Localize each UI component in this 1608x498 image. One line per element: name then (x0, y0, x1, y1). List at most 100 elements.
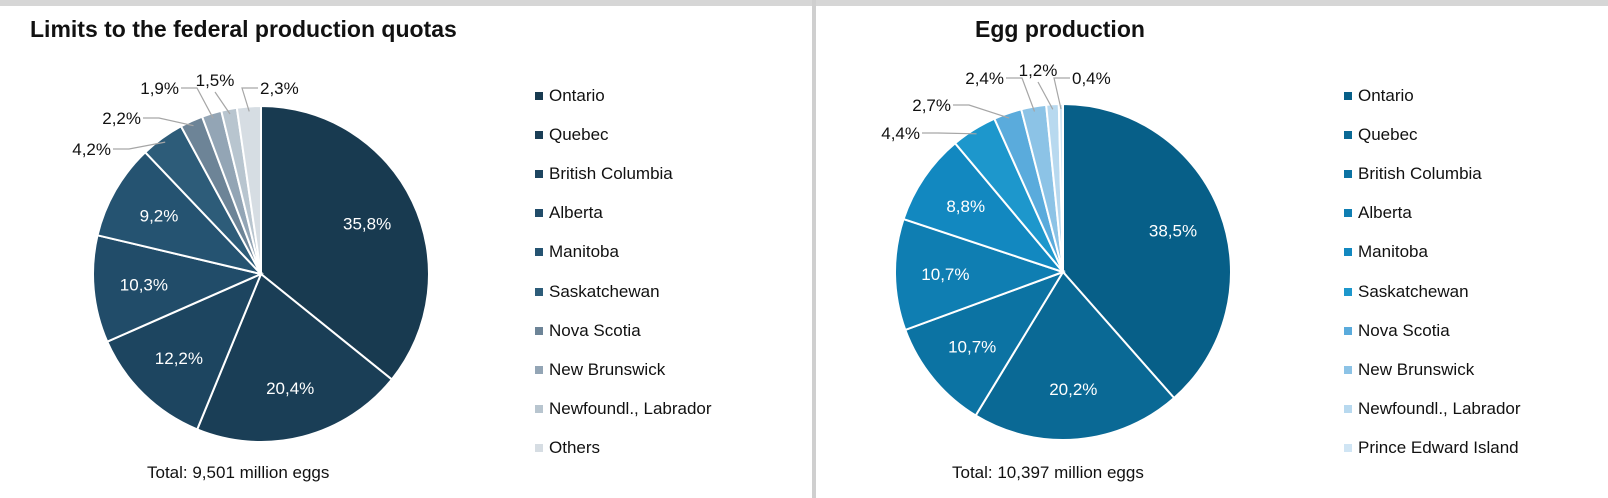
leader-line (1037, 81, 1054, 110)
legend-item: Prince Edward Island (1344, 429, 1521, 468)
legend-item: Manitoba (535, 233, 712, 272)
leader-line (181, 87, 214, 119)
legend-label: Ontario (549, 85, 605, 105)
legend-swatch (1344, 169, 1352, 178)
legend-swatch (1344, 209, 1352, 218)
legend-label: British Columbia (549, 163, 673, 183)
chart-title: Limits to the federal production quotas (30, 16, 457, 42)
legend-label: Quebec (1358, 124, 1418, 144)
data-label: 4,2% (72, 140, 111, 159)
legend-label: Saskatchewan (549, 281, 660, 301)
leader-line (1006, 77, 1036, 112)
legend-swatch (1344, 91, 1352, 100)
data-label: 1,5% (196, 71, 235, 90)
legend-item: Ontario (1344, 76, 1521, 115)
data-label: 2,4% (965, 69, 1004, 88)
legend-item: Alberta (535, 194, 712, 233)
legend-label: Nova Scotia (549, 320, 641, 340)
pie-slice (195, 272, 394, 443)
legend-label: Manitoba (549, 242, 619, 262)
legend-swatch (535, 405, 543, 414)
panel-divider (812, 0, 816, 498)
data-label: 38,5% (1149, 221, 1197, 240)
legend-label: New Brunswick (1358, 359, 1475, 379)
legend-item: British Columbia (1344, 154, 1521, 193)
data-label: 2,7% (912, 96, 951, 115)
data-label: 20,2% (1049, 380, 1097, 399)
pie-slice (235, 104, 262, 275)
data-label: 9,2% (140, 206, 179, 225)
legend-swatch (535, 365, 543, 374)
legend-item: New Brunswick (1344, 350, 1521, 389)
data-label: 10,3% (120, 276, 168, 295)
legend-item: Alberta (1344, 194, 1521, 233)
legend-label: Newfoundl., Labrador (549, 399, 712, 419)
legend-label: Alberta (1358, 203, 1412, 223)
legend-swatch (1344, 130, 1352, 139)
legend-swatch (535, 169, 543, 178)
legend-swatch (1344, 287, 1352, 296)
data-label: 2,2% (102, 109, 141, 128)
legend-item: Newfoundl., Labrador (1344, 390, 1521, 429)
legend-item: Nova Scotia (535, 311, 712, 350)
pie-slice (1062, 102, 1232, 400)
legend-item: Manitoba (1344, 233, 1521, 272)
legend-item: Ontario (535, 76, 712, 115)
legend-swatch (535, 130, 543, 139)
data-label: 8,8% (946, 197, 985, 216)
leader-line (1053, 77, 1070, 110)
chart-legend: Ontario Quebec British Columbia Alberta Mani… (1344, 76, 1521, 468)
legend-label: Manitoba (1358, 242, 1428, 262)
legend-label: New Brunswick (549, 359, 666, 379)
legend-swatch (1344, 405, 1352, 414)
legend-label: Quebec (549, 124, 609, 144)
legend-swatch (535, 91, 543, 100)
data-label: 10,7% (948, 338, 996, 357)
legend-label: Ontario (1358, 85, 1414, 105)
legend-label: Nova Scotia (1358, 320, 1450, 340)
legend-swatch (535, 209, 543, 218)
data-label: 35,8% (343, 214, 391, 233)
legend-swatch (1344, 444, 1352, 453)
legend-swatch (535, 287, 543, 296)
legend-swatch (1344, 365, 1352, 374)
legend-swatch (1344, 326, 1352, 335)
legend-item: British Columbia (535, 154, 712, 193)
legend-label: Newfoundl., Labrador (1358, 399, 1521, 419)
pie-slice (1057, 102, 1064, 273)
leader-line (241, 87, 258, 112)
pie-slice (96, 150, 265, 276)
legend-item: New Brunswick (535, 350, 712, 389)
legend-item: Others (535, 429, 712, 468)
legend-label: Alberta (549, 203, 603, 223)
egg-production-pie-chart: 38,5% 20,2% 10,7% 10,7% 8,8% 4,4% 2,7% 2,4% 1,2%… (881, 61, 1232, 441)
leader-line (953, 104, 1010, 119)
pie-slice (92, 234, 265, 344)
data-label: 4,4% (881, 124, 920, 143)
pie-slice (904, 270, 1066, 417)
total-label: Total: 9,501 million eggs (147, 463, 330, 482)
pie-slice (974, 270, 1176, 441)
pie-slice (260, 104, 430, 381)
data-label: 10,7% (921, 265, 969, 284)
legend-item: Nova Scotia (1344, 311, 1521, 350)
leader-line (143, 117, 194, 127)
top-frame-border (0, 0, 1608, 6)
data-label: 1,2% (1019, 61, 1058, 80)
data-label: 2,3% (260, 79, 299, 98)
legend-swatch (1344, 248, 1352, 257)
legend-swatch (535, 248, 543, 257)
legend-item: Saskatchewan (535, 272, 712, 311)
leader-line (922, 132, 977, 135)
legend-item: Newfoundl., Labrador (535, 390, 712, 429)
legend-label: British Columbia (1358, 163, 1482, 183)
legend-swatch (535, 326, 543, 335)
legend-swatch (535, 444, 543, 453)
pie-slice (902, 141, 1067, 275)
legend-label: Prince Edward Island (1358, 438, 1519, 458)
data-label: 1,9% (140, 79, 179, 98)
legend-item: Saskatchewan (1344, 272, 1521, 311)
chart-title: Egg production (975, 16, 1145, 42)
legend-item: Quebec (535, 115, 712, 154)
legend-label: Others (549, 438, 601, 458)
